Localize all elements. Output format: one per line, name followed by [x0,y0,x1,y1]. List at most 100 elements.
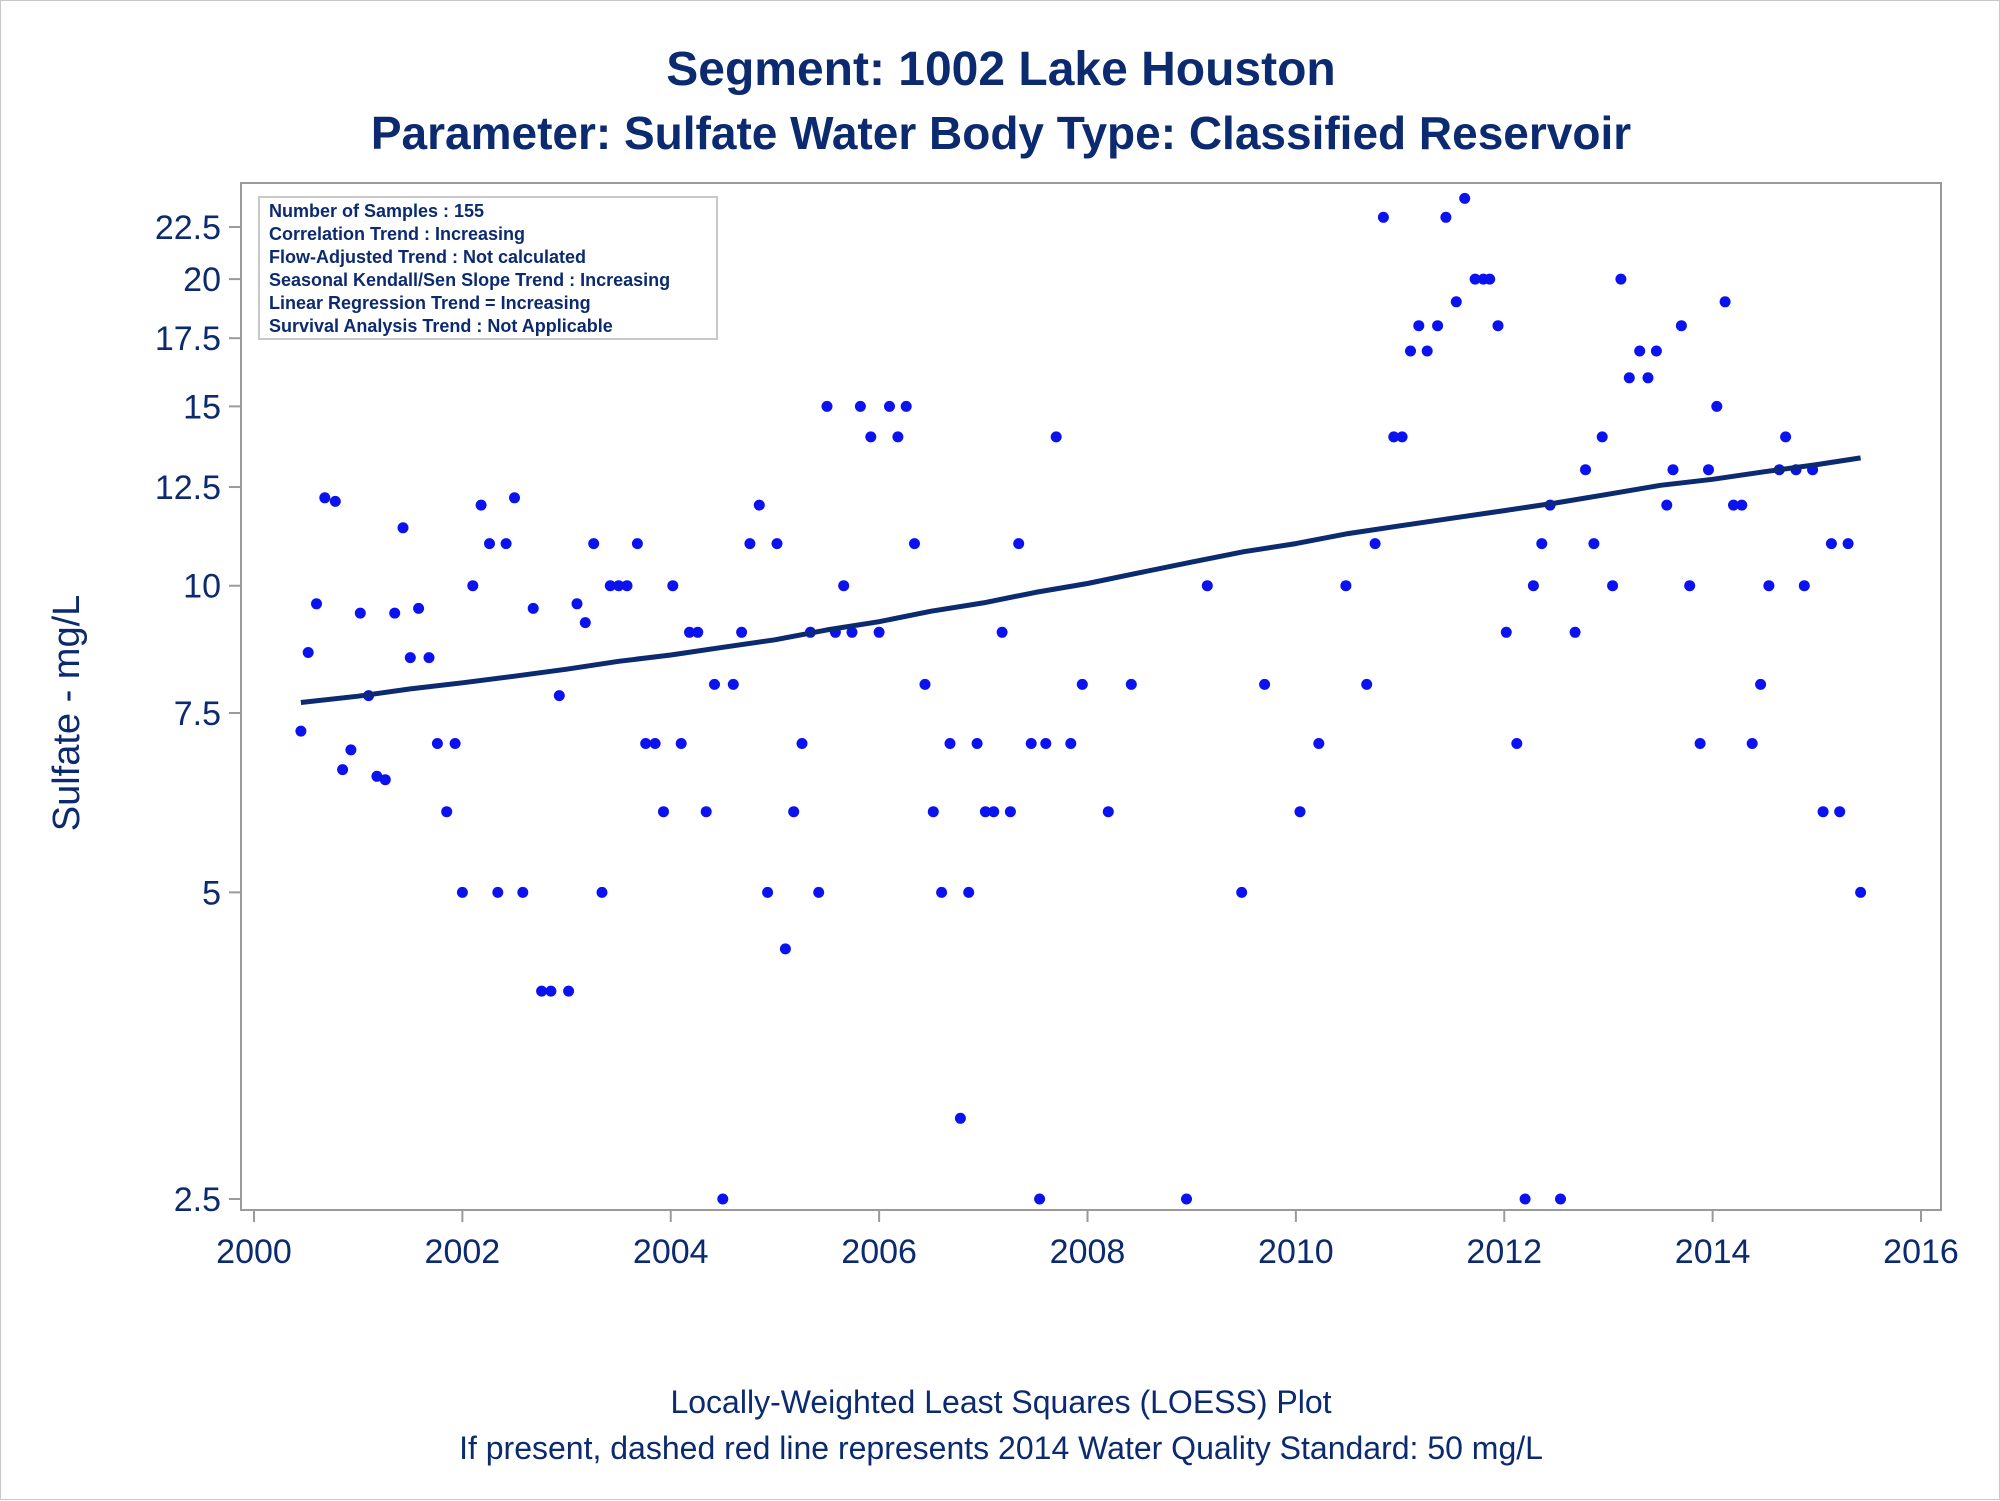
y-tick-label: 20 [183,261,221,299]
x-tick-label: 2004 [633,1233,709,1271]
stats-survival-analysis-trend: Survival Analysis Trend : Not Applicable [269,316,613,336]
stats-correlation-trend: Correlation Trend : Increasing [269,224,525,244]
y-tick-label: 2.5 [174,1181,221,1219]
data-point [779,943,791,955]
data-point [413,602,425,614]
stats-legend-border [258,196,718,340]
data-point [596,886,608,898]
data-point [1076,678,1088,690]
data-point [1580,464,1591,476]
data-point [1413,320,1425,332]
x-tick-label: 2002 [425,1233,501,1271]
data-point [1025,738,1037,749]
data-point [467,580,479,592]
data-point [971,738,983,749]
data-point [854,400,866,412]
y-tick-label: 15 [183,388,221,426]
data-point [1440,211,1452,223]
data-point [1719,296,1731,308]
y-tick-label: 22.5 [155,209,221,247]
data-point [337,764,349,776]
data-point [667,580,679,592]
x-tick-label: 2006 [841,1233,917,1271]
data-point [579,617,591,629]
data-point [500,538,512,550]
data-point [441,806,453,818]
footer-loess-note: Locally-Weighted Least Squares (LOESS) P… [670,1384,1331,1420]
data-point [1623,372,1635,384]
stats-flow-adjusted-trend: Flow-Adjusted Trend : Not calculated [269,247,586,267]
data-point [475,499,487,511]
x-tick-label: 2014 [1675,1233,1751,1271]
data-point [1511,738,1523,749]
y-tick-label: 7.5 [174,695,221,733]
loess-trend-line [300,455,1861,705]
data-point [1711,400,1723,412]
data-point [717,1193,729,1205]
y-tick-label: 12.5 [155,469,221,507]
data-point [571,598,583,610]
data-point [1361,678,1373,690]
data-point [1388,431,1400,443]
data-point [865,431,877,443]
data-point [1703,464,1714,476]
data-point [846,626,858,638]
data-point [1369,538,1381,550]
data-point [1728,499,1739,511]
data-point [329,495,341,507]
data-point [727,678,739,690]
data-point [788,806,800,818]
data-point [1034,1193,1046,1205]
data-point [963,886,975,898]
data-point [909,538,920,550]
data-point [1500,626,1512,638]
x-tick-label: 2012 [1466,1233,1542,1271]
data-point [484,538,495,550]
data-point [771,538,783,550]
data-point [919,678,931,690]
data-point [700,806,712,818]
data-point [517,886,529,898]
data-point [1432,320,1444,332]
data-point [821,400,833,412]
data-point [936,886,948,898]
data-point [1102,806,1114,818]
data-point [621,580,633,592]
data-point [345,744,357,756]
data-point [1492,320,1504,332]
data-point [1667,464,1679,476]
data-point [1642,372,1654,384]
data-point [813,886,825,898]
x-tick-label: 2016 [1883,1233,1959,1271]
data-point [1065,738,1077,749]
data-point [1519,1193,1531,1205]
data-point [449,738,461,749]
data-point [838,580,850,592]
data-point [354,607,366,619]
x-axis: 2000 2002 2004 2006 2008 2010 2012 2014 2016 [216,1210,1959,1271]
data-point [1855,886,1867,898]
data-point [1798,580,1810,592]
data-point [509,492,520,504]
data-point [1650,345,1662,357]
data-point [1694,738,1706,749]
data-points [295,192,1867,1205]
data-point [553,690,565,702]
data-point [1607,580,1619,592]
footer-standard-note: If present, dashed red line represents 2… [459,1430,1543,1466]
y-axis: 2.5 5 7.5 10 12.5 15 17.5 20 22.5 [155,209,241,1219]
data-point [1396,431,1408,443]
data-point [527,602,539,614]
data-point [1825,538,1837,550]
data-point [1569,626,1581,638]
data-point [563,985,575,997]
data-point [736,626,748,638]
data-point [1050,431,1062,443]
data-point [1125,678,1137,690]
data-point [423,652,435,664]
data-point [588,538,600,550]
data-point [684,626,695,638]
data-point [1421,345,1433,357]
data-point [1675,320,1687,332]
